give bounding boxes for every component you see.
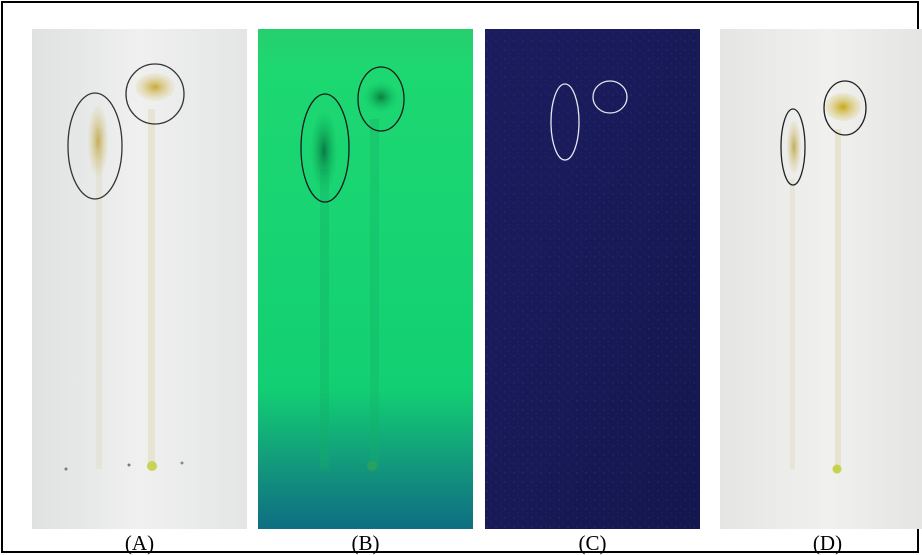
plate-d-origin-spot bbox=[832, 464, 842, 474]
plate-d-lane-2-streak bbox=[835, 129, 841, 469]
plate-a-spot-1 bbox=[88, 105, 108, 177]
plate-d-spot-2 bbox=[825, 93, 861, 121]
tlc-plate-b bbox=[258, 29, 473, 529]
plate-d-circle-mark-1 bbox=[780, 108, 806, 186]
plate-a-lane-2-streak bbox=[148, 109, 155, 469]
plate-d-spot-1 bbox=[787, 121, 801, 173]
caption-c: (C) bbox=[578, 531, 607, 555]
plate-a-circle-mark-1 bbox=[67, 92, 123, 200]
caption-b: (B) bbox=[351, 531, 380, 555]
plate-b-circle-mark-2 bbox=[357, 66, 405, 132]
plate-b-spot-1 bbox=[310, 109, 338, 193]
caption-a: (A) bbox=[124, 531, 155, 555]
plate-c-texture bbox=[485, 29, 700, 529]
plate-d-circle-mark-2 bbox=[823, 80, 867, 136]
tlc-plate-c bbox=[485, 29, 700, 529]
plate-b-image bbox=[258, 29, 473, 529]
tlc-plate-d bbox=[720, 29, 922, 529]
plate-a-circle-mark-2 bbox=[125, 63, 185, 125]
plate-b-circle-mark-1 bbox=[300, 93, 350, 203]
plate-b-background bbox=[258, 29, 473, 529]
plate-d-image bbox=[720, 29, 922, 529]
plate-a-pencil-dot-1 bbox=[64, 467, 68, 471]
plate-b-origin-spot bbox=[367, 461, 377, 471]
plate-a-pencil-dot-3 bbox=[180, 461, 184, 465]
plate-a-spot-2 bbox=[135, 73, 175, 101]
plate-b-lane-1-streak bbox=[320, 169, 329, 469]
plate-a-background bbox=[32, 29, 247, 529]
plate-b-spot-2 bbox=[363, 81, 399, 113]
tlc-plate-a bbox=[32, 29, 247, 529]
plate-b-lane-2-streak bbox=[370, 119, 379, 469]
plate-d-background bbox=[720, 29, 922, 529]
plate-c-image bbox=[485, 29, 700, 529]
plate-c-circle-mark-2 bbox=[592, 80, 628, 114]
plate-a-image bbox=[32, 29, 247, 529]
plate-a-pencil-dot-2 bbox=[127, 463, 131, 467]
plate-a-lane-1-streak bbox=[96, 129, 102, 469]
plate-d-lane-1-streak bbox=[790, 179, 795, 469]
plate-c-circle-mark-1 bbox=[550, 83, 580, 161]
plate-a-origin-spot bbox=[147, 461, 157, 471]
caption-d: (D) bbox=[812, 531, 843, 555]
